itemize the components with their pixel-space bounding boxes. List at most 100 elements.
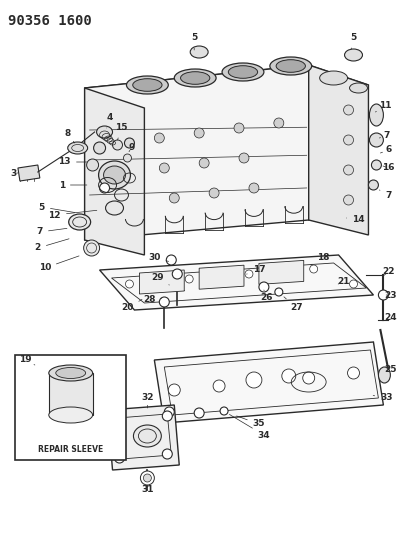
Ellipse shape (190, 46, 208, 58)
Ellipse shape (105, 201, 123, 215)
Circle shape (166, 255, 176, 265)
Circle shape (245, 270, 253, 278)
Circle shape (123, 154, 131, 162)
Circle shape (169, 193, 179, 203)
Circle shape (185, 275, 193, 283)
Text: 25: 25 (384, 366, 397, 375)
Text: 34: 34 (229, 415, 270, 440)
Circle shape (343, 165, 353, 175)
Text: 17: 17 (247, 265, 265, 274)
Text: 31: 31 (141, 486, 154, 495)
Ellipse shape (345, 49, 363, 61)
Polygon shape (100, 255, 373, 310)
Polygon shape (199, 265, 244, 289)
Text: 7: 7 (379, 131, 390, 140)
Text: 7: 7 (37, 228, 67, 237)
Text: 33: 33 (373, 393, 393, 402)
Ellipse shape (99, 161, 131, 189)
Text: 30: 30 (148, 254, 169, 262)
Circle shape (140, 471, 154, 485)
Polygon shape (18, 165, 40, 181)
Circle shape (259, 282, 269, 292)
Circle shape (246, 372, 262, 388)
Circle shape (343, 195, 353, 205)
Circle shape (100, 183, 109, 193)
Circle shape (143, 474, 151, 482)
Polygon shape (85, 88, 144, 255)
Text: 90356 1600: 90356 1600 (8, 14, 92, 28)
Text: 3: 3 (11, 168, 18, 177)
Circle shape (275, 288, 283, 296)
Circle shape (162, 449, 172, 459)
Circle shape (282, 369, 296, 383)
Circle shape (194, 128, 204, 138)
Circle shape (164, 407, 174, 417)
Text: 14: 14 (347, 215, 365, 224)
Ellipse shape (181, 72, 210, 84)
Text: 29: 29 (151, 273, 169, 285)
Circle shape (274, 118, 284, 128)
Text: 18: 18 (311, 254, 330, 265)
Text: 10: 10 (39, 256, 79, 272)
Ellipse shape (369, 104, 383, 126)
Polygon shape (85, 65, 369, 108)
Circle shape (199, 158, 209, 168)
Text: 20: 20 (121, 300, 142, 312)
Text: 5: 5 (191, 34, 197, 50)
Text: 12: 12 (49, 211, 97, 220)
Circle shape (310, 265, 318, 273)
Text: 21: 21 (338, 278, 350, 287)
Circle shape (115, 415, 125, 425)
Polygon shape (154, 342, 383, 423)
Ellipse shape (133, 425, 161, 447)
Circle shape (87, 159, 99, 171)
Text: 2: 2 (35, 239, 69, 253)
Circle shape (125, 138, 135, 148)
Ellipse shape (174, 69, 216, 87)
Circle shape (194, 408, 204, 418)
Text: 35: 35 (237, 416, 265, 429)
Ellipse shape (56, 367, 86, 378)
Circle shape (162, 411, 172, 421)
Text: REPAIR SLEEVE: REPAIR SLEEVE (38, 446, 103, 455)
Text: 4: 4 (106, 114, 113, 128)
Circle shape (234, 123, 244, 133)
Circle shape (125, 280, 133, 288)
Circle shape (349, 280, 357, 288)
Polygon shape (107, 405, 179, 470)
Ellipse shape (103, 166, 125, 184)
Polygon shape (49, 373, 93, 415)
Text: 19: 19 (19, 356, 35, 365)
Ellipse shape (127, 76, 168, 94)
Ellipse shape (276, 60, 305, 72)
Circle shape (209, 188, 219, 198)
Text: 16: 16 (382, 164, 395, 173)
Text: 15: 15 (115, 124, 128, 140)
Text: 5: 5 (350, 34, 357, 49)
Circle shape (113, 140, 123, 150)
Bar (15, 355, 127, 460)
Text: 26: 26 (261, 290, 273, 303)
Ellipse shape (69, 214, 91, 230)
Text: 8: 8 (64, 130, 75, 143)
Circle shape (378, 290, 388, 300)
Circle shape (220, 407, 228, 415)
Circle shape (343, 135, 353, 145)
Ellipse shape (228, 66, 258, 78)
Ellipse shape (49, 407, 93, 423)
Circle shape (213, 380, 225, 392)
Text: 32: 32 (141, 393, 154, 408)
Circle shape (172, 269, 182, 279)
Circle shape (371, 160, 381, 170)
Circle shape (154, 133, 164, 143)
Text: 6: 6 (380, 146, 392, 155)
Circle shape (84, 240, 100, 256)
Ellipse shape (222, 63, 264, 81)
Circle shape (168, 384, 180, 396)
Ellipse shape (97, 126, 113, 138)
Circle shape (249, 183, 259, 193)
Text: 28: 28 (143, 295, 162, 304)
Circle shape (159, 297, 169, 307)
Ellipse shape (270, 57, 312, 75)
Circle shape (239, 153, 249, 163)
